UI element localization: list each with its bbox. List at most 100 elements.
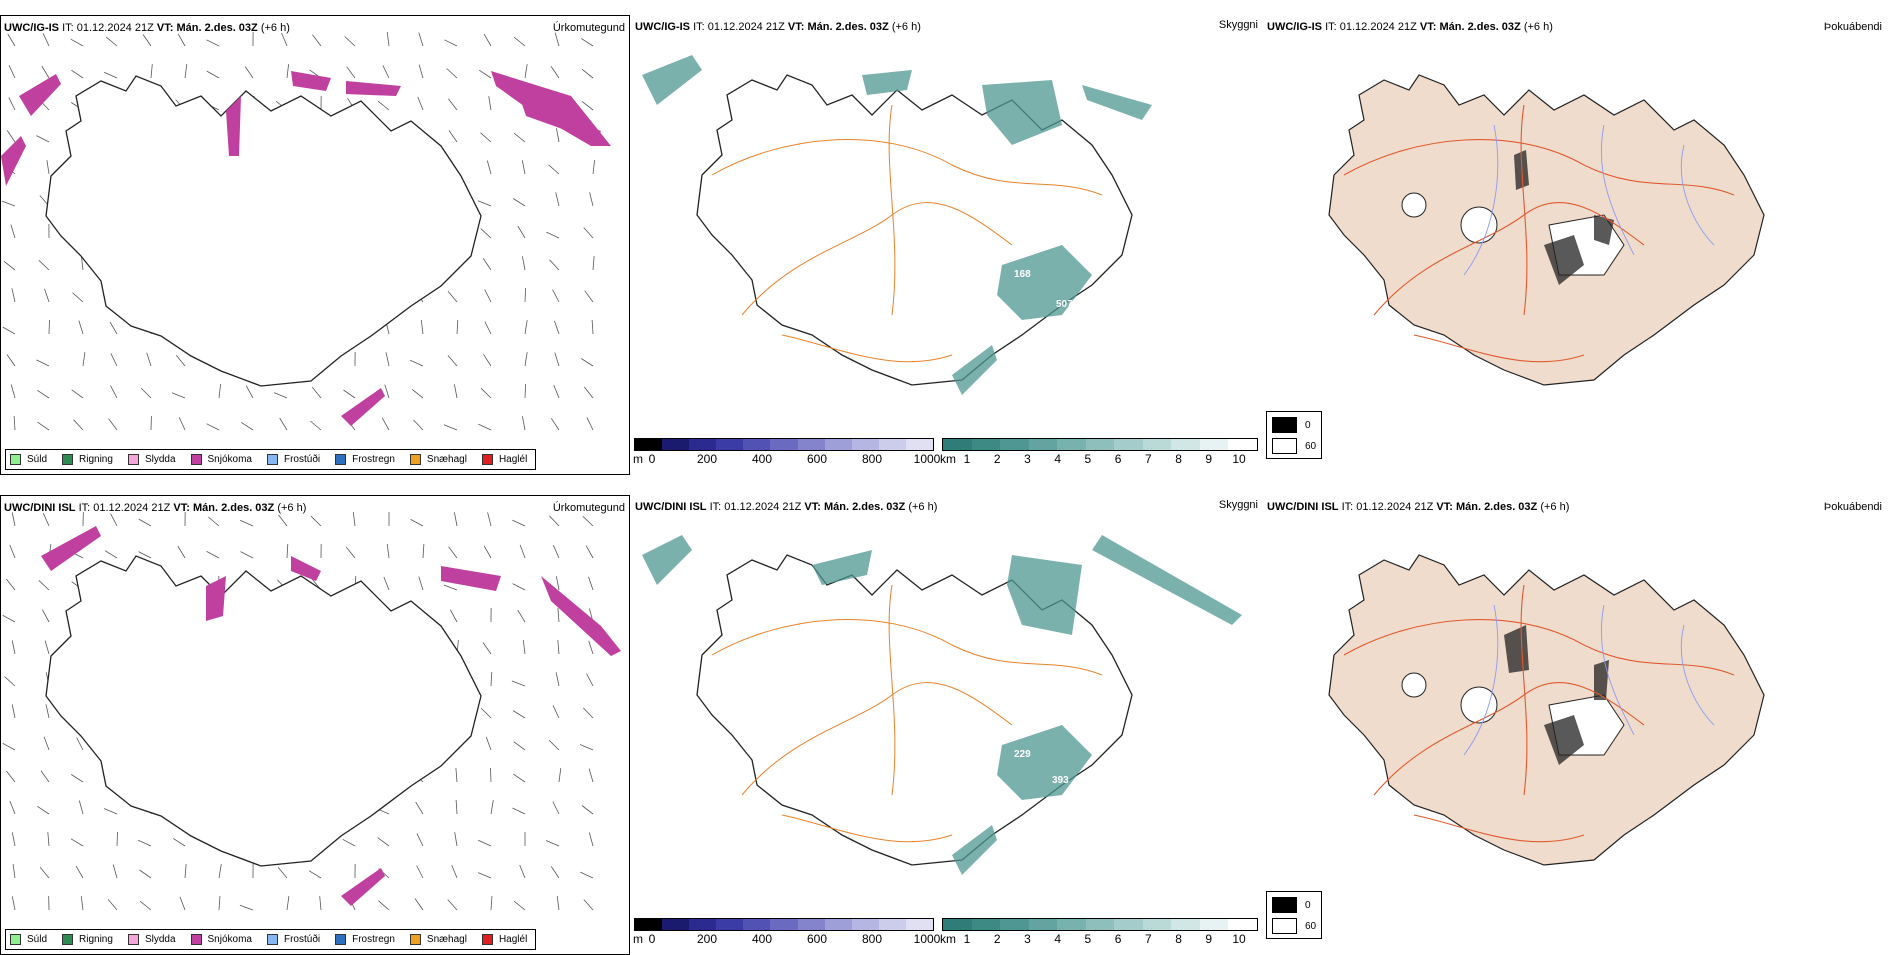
wind-barb xyxy=(512,681,525,686)
legend-item: Frostregn xyxy=(335,454,395,465)
colorbar-tick: 8 xyxy=(1175,932,1182,946)
legend-label: Snjókoma xyxy=(208,454,252,465)
wind-barb xyxy=(491,672,492,686)
wind-barb xyxy=(104,72,117,78)
legend-swatch xyxy=(335,454,346,465)
colorbar-segment xyxy=(1029,439,1058,450)
wind-barb xyxy=(287,64,289,78)
wind-barb xyxy=(485,322,491,335)
wind-barb xyxy=(37,136,50,142)
wind-barb xyxy=(513,199,525,207)
legend-swatch xyxy=(267,934,278,945)
colorbar-segment xyxy=(906,919,933,930)
wind-barb xyxy=(525,352,527,366)
colorbar-segment xyxy=(743,919,770,930)
wind-barb xyxy=(41,771,49,782)
wind-barb xyxy=(141,388,151,398)
colorbar-segment xyxy=(689,439,716,450)
wind-barb xyxy=(483,643,491,655)
wind-barb xyxy=(42,610,49,622)
wind-barb xyxy=(176,355,185,366)
colorbar-segment xyxy=(1143,919,1172,930)
legend-swatch xyxy=(410,934,421,945)
wind-barb xyxy=(555,33,559,46)
wind-barb xyxy=(7,355,15,367)
wind-barb xyxy=(140,901,151,910)
wind-barb xyxy=(478,201,491,206)
wind-barb xyxy=(518,610,525,622)
wind-barb xyxy=(491,896,492,910)
legend-label: Súld xyxy=(27,454,47,465)
wind-barb xyxy=(46,704,49,718)
colorbar-tick: 2 xyxy=(994,452,1001,466)
iceland-precip-map xyxy=(1,16,629,474)
wind-barb xyxy=(7,130,15,142)
wind-barb xyxy=(343,839,355,846)
colorbar-segment xyxy=(770,919,797,930)
colorbar-segment xyxy=(662,919,689,930)
wind-barb xyxy=(111,353,117,366)
wind-barb xyxy=(110,322,117,334)
wind-barb xyxy=(179,417,185,430)
colorbar-segment xyxy=(825,919,852,930)
wind-barb xyxy=(105,551,117,558)
wind-barb xyxy=(14,416,15,430)
colorbar-segment xyxy=(635,919,662,930)
legend-label: Rigning xyxy=(79,454,113,465)
colorbar-tick: 800 xyxy=(862,452,882,466)
legend-item: Snæhagl xyxy=(410,454,467,465)
colorbar-segment xyxy=(1200,919,1229,930)
wind-barb xyxy=(514,742,525,750)
wind-barb xyxy=(47,160,49,174)
legend-item: Snæhagl xyxy=(410,934,467,945)
wind-barb xyxy=(582,806,593,815)
legend-label: Súld xyxy=(27,934,47,945)
wind-barb xyxy=(12,288,15,302)
wind-barb xyxy=(178,34,185,46)
wind-barb xyxy=(449,131,457,143)
colorbar-segment xyxy=(1228,439,1257,450)
wind-barb xyxy=(208,517,219,526)
colorbar-tick: 5 xyxy=(1085,932,1092,946)
wind-barb xyxy=(11,225,15,238)
wind-barb xyxy=(486,737,491,750)
legend-item: Snjókoma xyxy=(191,454,252,465)
wind-barb xyxy=(487,161,491,175)
wind-barb xyxy=(241,422,253,430)
wind-barb xyxy=(580,872,593,878)
wind-barb xyxy=(444,585,457,590)
wind-barb xyxy=(108,899,117,910)
colorbar-unit: km xyxy=(940,932,956,946)
wind-barb xyxy=(81,896,83,910)
legend-swatch xyxy=(410,454,421,465)
wind-barb xyxy=(481,229,491,238)
wind-barb xyxy=(37,390,49,398)
wind-barb xyxy=(553,545,559,558)
wind-barb xyxy=(550,260,560,270)
wind-barb xyxy=(593,256,594,270)
wind-barb xyxy=(76,866,83,878)
wind-barb xyxy=(207,551,219,558)
wind-barb xyxy=(8,34,15,46)
colorbar-segment xyxy=(1114,919,1143,930)
wind-barb xyxy=(478,424,491,430)
colorbar-segment xyxy=(1057,919,1086,930)
colorbar-segment xyxy=(798,919,825,930)
legend-item: Slydda xyxy=(128,934,176,945)
fog-legend-row2: 0 60 xyxy=(1266,891,1322,939)
legend-item: Rigning xyxy=(62,454,113,465)
wind-barb xyxy=(554,385,559,398)
wind-barb xyxy=(37,806,49,814)
legend-swatch xyxy=(62,934,73,945)
iceland-fog-map xyxy=(1264,495,1884,915)
wind-barb xyxy=(423,544,424,558)
wind-barb xyxy=(12,896,15,910)
wind-barb xyxy=(514,37,525,46)
wind-barb xyxy=(553,802,559,815)
colorbar-tick: 9 xyxy=(1205,452,1212,466)
wind-barb xyxy=(587,417,593,430)
legend-item: Haglél xyxy=(482,934,527,945)
wind-barb xyxy=(512,520,525,526)
